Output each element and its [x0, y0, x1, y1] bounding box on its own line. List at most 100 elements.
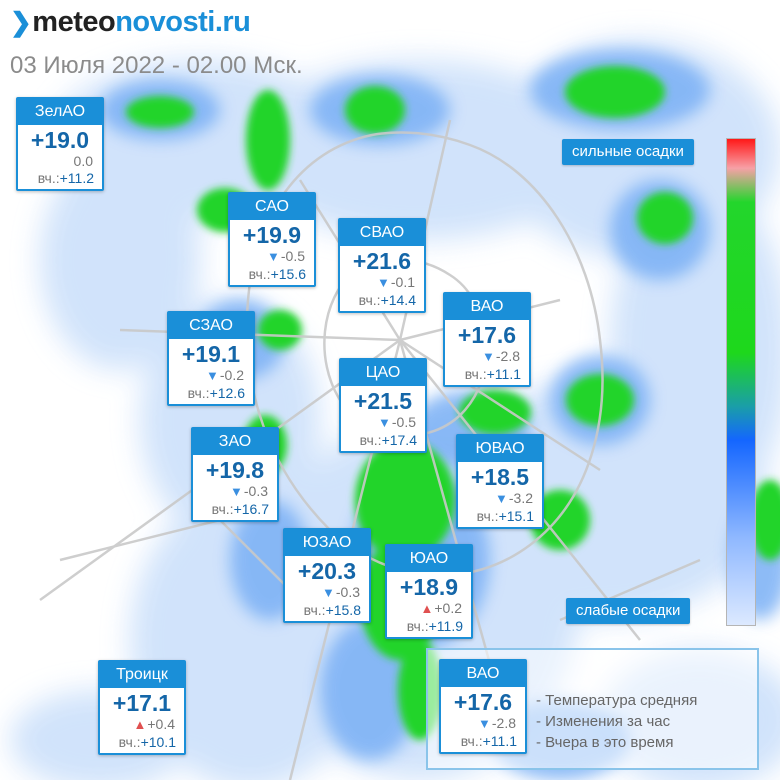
district-hourly-change: ▼-2.8: [441, 715, 525, 732]
district-temperature: +21.5: [353, 388, 413, 414]
legend-item-hourly-change: - Изменения за час: [536, 713, 671, 730]
district-temperature: +19.8: [205, 457, 265, 483]
district-temperature: +19.9: [242, 222, 302, 248]
district-card-zao: ЗАО +19.8 ▼-0.3 вч.:+16.7: [191, 427, 279, 522]
district-temperature: +21.6: [352, 248, 412, 274]
arrow-down-icon: ▼: [322, 585, 335, 600]
yesterday-value: +11.9: [428, 618, 463, 634]
logo-text-meteo: meteo: [32, 6, 116, 38]
district-card-yuvao: ЮВАО +18.5 ▼-3.2 вч.:+15.1: [456, 434, 544, 529]
site-logo[interactable]: ❯meteonovosti.ru: [10, 6, 251, 39]
district-name: СЗАО: [169, 313, 253, 339]
district-card-szao: СЗАО +19.1 ▼-0.2 вч.:+12.6: [167, 311, 255, 406]
district-name: СВАО: [340, 220, 424, 246]
arrow-down-icon: ▼: [495, 491, 508, 506]
district-card-troitsk: Троицк +17.1 ▲+0.4 вч.:+10.1: [98, 660, 186, 755]
yesterday-value: +11.1: [482, 733, 517, 749]
district-card-svao: СВАО +21.6 ▼-0.1 вч.:+14.4: [338, 218, 426, 313]
district-hourly-change: ▼-0.3: [193, 483, 277, 500]
yesterday-label: вч.:: [303, 602, 326, 618]
district-yesterday: вч.:+15.1: [458, 507, 542, 525]
arrow-up-icon: ▲: [420, 601, 434, 616]
yesterday-value: +12.6: [209, 385, 245, 401]
precipitation-scale-bar: [726, 138, 756, 626]
district-yesterday: вч.:+17.4: [341, 431, 425, 449]
yesterday-value: +15.6: [270, 266, 306, 282]
arrow-down-icon: ▼: [267, 249, 280, 264]
yesterday-label: вч.:: [187, 385, 210, 401]
yesterday-label: вч.:: [464, 366, 487, 382]
precip-heavy-layer: [126, 66, 780, 740]
district-name: ЗелАО: [18, 99, 102, 125]
district-temperature: +17.6: [453, 689, 513, 715]
arrow-up-icon: ▲: [133, 717, 147, 732]
change-value: -3.2: [508, 490, 533, 506]
yesterday-label: вч.:: [211, 501, 234, 517]
yesterday-label: вч.:: [248, 266, 271, 282]
change-value: -2.8: [495, 348, 520, 364]
change-value: -0.1: [390, 274, 415, 290]
district-yesterday: вч.:+15.8: [285, 601, 369, 619]
district-yesterday: вч.:+11.1: [441, 732, 525, 750]
legend-item-yesterday: - Вчера в это время: [536, 734, 674, 751]
district-yesterday: вч.:+11.9: [387, 617, 471, 635]
yesterday-label: вч.:: [359, 432, 382, 448]
yesterday-value: +15.8: [325, 602, 361, 618]
district-yesterday: вч.:+16.7: [193, 500, 277, 518]
district-hourly-change: ▼-2.8: [445, 348, 529, 365]
district-card-yuzao: ЮЗАО +20.3 ▼-0.3 вч.:+15.8: [283, 528, 371, 623]
district-yesterday: вч.:+11.1: [445, 365, 529, 383]
district-yesterday: вч.:+15.6: [230, 265, 314, 283]
change-value: -0.3: [335, 584, 360, 600]
arrow-down-icon: ▼: [478, 716, 491, 731]
district-temperature: +17.1: [112, 690, 172, 716]
scale-label-light: слабые осадки: [566, 598, 691, 624]
district-hourly-change: ▼-0.3: [285, 584, 369, 601]
change-value: -2.8: [491, 715, 516, 731]
district-yesterday: вч.:+11.2: [18, 169, 102, 187]
district-hourly-change: ▲+0.4: [100, 716, 184, 733]
yesterday-value: +11.2: [59, 170, 94, 186]
district-yesterday: вч.:+14.4: [340, 291, 424, 309]
change-value: -0.2: [219, 367, 244, 383]
scale-label-heavy: сильные осадки: [562, 139, 694, 165]
district-name: ЮАО: [387, 546, 471, 572]
district-hourly-change: ▼-3.2: [458, 490, 542, 507]
district-hourly-change: ▼-0.5: [230, 248, 314, 265]
district-temperature: +19.0: [30, 127, 90, 153]
yesterday-label: вч.:: [460, 733, 483, 749]
district-hourly-change: 0.0: [18, 153, 102, 169]
district-temperature: +18.9: [399, 574, 459, 600]
change-value: 0.0: [73, 153, 93, 169]
district-hourly-change: ▲+0.2: [387, 600, 471, 617]
yesterday-value: +10.1: [140, 734, 176, 750]
district-name: ЮЗАО: [285, 530, 369, 556]
district-card-vao: ВАО +17.6 ▼-2.8 вч.:+11.1: [443, 292, 531, 387]
logo-text-novosti: novosti.ru: [115, 6, 251, 38]
district-yesterday: вч.:+12.6: [169, 384, 253, 402]
district-name: ВАО: [441, 661, 525, 687]
district-name: Троицк: [100, 662, 184, 688]
district-temperature: +17.6: [457, 322, 517, 348]
arrow-down-icon: ▼: [230, 484, 243, 499]
district-name: ЮВАО: [458, 436, 542, 462]
district-name: ЗАО: [193, 429, 277, 455]
district-name: САО: [230, 194, 314, 220]
district-card-yuao: ЮАО +18.9 ▲+0.2 вч.:+11.9: [385, 544, 473, 639]
district-temperature: +18.5: [470, 464, 530, 490]
yesterday-label: вч.:: [476, 508, 499, 524]
district-temperature: +20.3: [297, 558, 357, 584]
district-hourly-change: ▼-0.2: [169, 367, 253, 384]
district-card-tsao: ЦАО +21.5 ▼-0.5 вч.:+17.4: [339, 358, 427, 453]
change-value: -0.3: [243, 483, 268, 499]
change-value: -0.5: [391, 414, 416, 430]
yesterday-label: вч.:: [118, 734, 141, 750]
yesterday-label: вч.:: [37, 170, 60, 186]
district-name: ВАО: [445, 294, 529, 320]
yesterday-value: +15.1: [498, 508, 534, 524]
arrow-down-icon: ▼: [482, 349, 495, 364]
chevron-logo-icon: ❯: [10, 7, 32, 37]
district-yesterday: вч.:+10.1: [100, 733, 184, 751]
change-value: +0.2: [434, 600, 462, 616]
arrow-down-icon: ▼: [206, 368, 219, 383]
